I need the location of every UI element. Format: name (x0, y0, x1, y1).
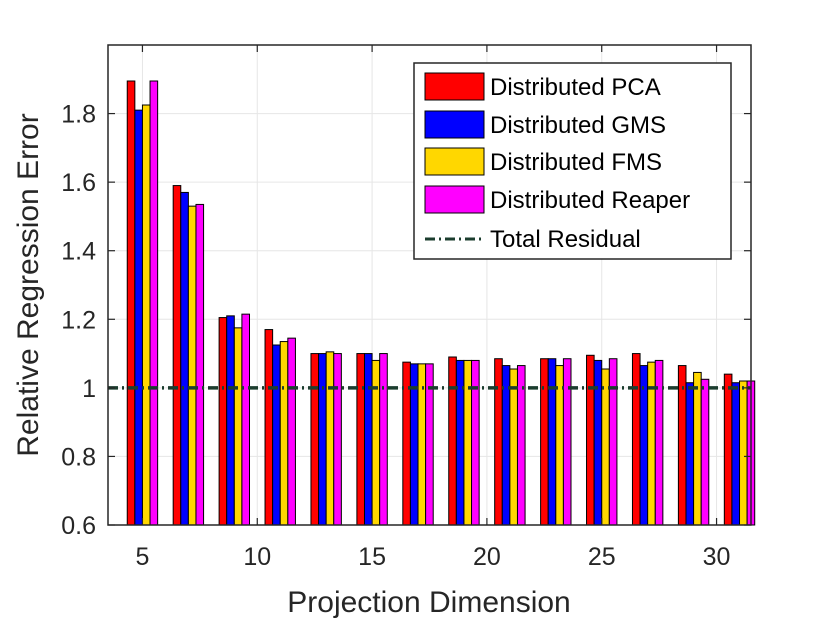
bar-distributed-fms-15 (371, 359, 381, 526)
y-tick-label-1-2: 1.2 (61, 306, 96, 334)
bar-distributed-gms-29 (685, 382, 695, 526)
bar-distributed-pca-11 (264, 329, 274, 526)
bar-distributed-gms-9 (226, 315, 235, 526)
bar-distributed-gms-13 (318, 353, 327, 526)
bar-distributed-fms-19 (463, 359, 473, 526)
bar-distributed-pca-25 (586, 354, 595, 526)
bar-distributed-pca-19 (448, 356, 457, 526)
bar-distributed-reaper-27 (654, 359, 664, 526)
bar-distributed-pca-7 (172, 185, 182, 526)
axes-box (107, 44, 752, 526)
bar-distributed-pca-15 (356, 353, 365, 526)
bar-distributed-gms-23 (547, 358, 557, 526)
bar-distributed-fms-29 (693, 371, 702, 526)
bar-distributed-fms-25 (601, 368, 610, 526)
x-tick-label-10: 10 (243, 543, 271, 571)
y-tick-label-1-4: 1.4 (61, 238, 96, 266)
bar-distributed-fms-17 (417, 363, 427, 526)
y-tick-label-1: 1 (82, 375, 96, 403)
bar-distributed-reaper-19 (471, 359, 480, 526)
legend-label-total-residual: Total Residual (490, 226, 641, 253)
axes (107, 44, 752, 526)
bar-distributed-gms-31 (731, 382, 741, 526)
x-tick-labels: 5 10 15 20 25 30 (135, 543, 730, 571)
bar-distributed-gms-5 (134, 109, 143, 526)
legend-swatch-distributed-reaper (424, 185, 485, 214)
bar-distributed-fms-31 (739, 380, 748, 526)
x-tick-label-5: 5 (135, 543, 149, 571)
x-tick-label-20: 20 (473, 543, 501, 571)
bar-distributed-fms-13 (325, 351, 335, 526)
bar-distributed-reaper-15 (379, 353, 388, 526)
bar-distributed-pca-23 (540, 358, 549, 526)
bar-distributed-reaper-5 (149, 80, 159, 526)
bar-distributed-reaper-13 (333, 353, 342, 526)
bar-distributed-fms-21 (509, 368, 518, 526)
legend-swatch-distributed-fms (424, 147, 485, 176)
bar-distributed-gms-25 (593, 359, 603, 526)
x-tick-label-15: 15 (358, 543, 386, 571)
bar-distributed-reaper-11 (287, 337, 296, 526)
legend-label-distributed-fms: Distributed FMS (490, 149, 662, 176)
x-tick-label-30: 30 (703, 543, 731, 571)
x-tick-label-25: 25 (588, 543, 616, 571)
legend-swatch-distributed-gms (424, 110, 485, 139)
legend-swatch-distributed-pca (424, 72, 485, 101)
bar-distributed-reaper-25 (608, 358, 618, 526)
y-tick-label-0-8: 0.8 (61, 443, 96, 471)
bar-distributed-pca-31 (723, 373, 733, 526)
legend-label-distributed-gms: Distributed GMS (490, 112, 666, 139)
bar-distributed-fms-9 (233, 327, 243, 526)
bar-distributed-fms-11 (279, 341, 289, 526)
y-tick-labels: 0.6 0.8 1 1.2 1.4 1.6 1.8 (61, 101, 96, 540)
bar-distributed-gms-15 (363, 353, 373, 526)
y-tick-label-0-6: 0.6 (61, 512, 96, 540)
bar-distributed-pca-21 (494, 358, 503, 526)
bar-distributed-pca-27 (631, 353, 641, 526)
legend-label-distributed-pca: Distributed PCA (490, 74, 661, 101)
bar-distributed-gms-7 (180, 191, 189, 526)
bar-distributed-pca-9 (218, 317, 228, 526)
y-tick-label-1-8: 1.8 (61, 101, 96, 129)
bar-distributed-fms-7 (187, 205, 197, 526)
bar-distributed-reaper-23 (562, 358, 572, 526)
x-axis-title: Projection Dimension (287, 586, 570, 619)
bar-distributed-reaper-29 (700, 378, 710, 526)
bar-distributed-gms-11 (272, 344, 281, 526)
bar-distributed-gms-19 (455, 359, 465, 526)
y-axis-title: Relative Regression Error (12, 113, 45, 456)
bar-distributed-pca-13 (310, 353, 320, 526)
bar-distributed-reaper-9 (241, 313, 251, 526)
legend-label-distributed-reaper: Distributed Reaper (490, 187, 690, 214)
y-tick-label-1-6: 1.6 (61, 169, 96, 197)
bar-distributed-reaper-7 (195, 203, 205, 526)
bar-distributed-pca-5 (126, 80, 136, 526)
legend: Distributed PCA Distributed GMS Distribu… (413, 62, 732, 260)
bar-distributed-fms-5 (141, 104, 151, 526)
